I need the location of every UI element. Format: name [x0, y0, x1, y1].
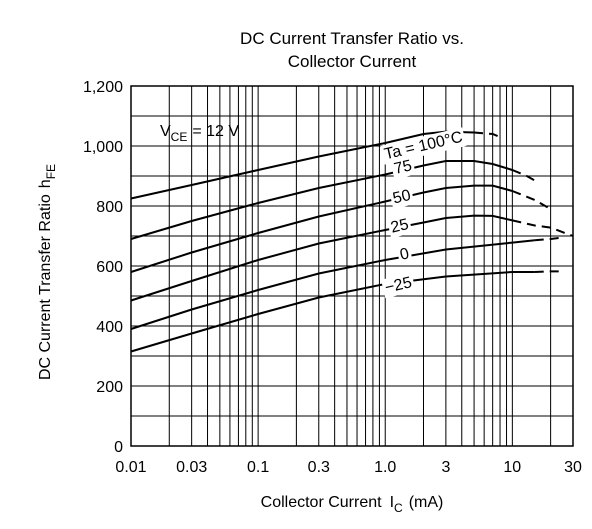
- x-tick-label-4: 1.0: [374, 459, 396, 476]
- y-tick-labels: 0 200 400 600 800 1,000 1,200: [83, 79, 123, 456]
- series-line-3: [130, 214, 513, 302]
- x-axis-symbol: I: [390, 494, 394, 511]
- curve-label-text-5: −25: [383, 274, 413, 297]
- y-axis-symbol: h: [37, 179, 54, 188]
- series-line-dashed-5: [534, 270, 563, 273]
- series-line-2: [130, 184, 513, 273]
- series-line-dashed-4: [534, 236, 564, 242]
- plot-frame: [130, 85, 574, 447]
- curve-label-2: 50: [389, 185, 415, 210]
- y-axis-subscript: FE: [44, 164, 58, 179]
- y-tick-label-2: 400: [96, 319, 123, 336]
- x-tick-label-0: 0.01: [115, 459, 146, 476]
- curve-label-text-1: 75: [392, 157, 413, 178]
- curve-label-text-4: 0: [398, 245, 411, 264]
- curve-label-4: 0: [396, 243, 414, 266]
- series-line-dashed-2: [511, 190, 552, 210]
- x-axis-label: Collector Current IC (mA): [261, 494, 444, 515]
- curve-label-bg-0: [380, 127, 467, 165]
- x-tick-label-1: 0.03: [176, 459, 207, 476]
- chart-title-line1: DC Current Transfer Ratio vs.: [240, 29, 464, 48]
- vce-value: = 12 V: [192, 123, 239, 140]
- curve-label-3: 25: [386, 214, 413, 239]
- series-line-dashed-3: [512, 219, 574, 237]
- curve-label-bg-2: [389, 185, 415, 210]
- series-line-dashed-1: [511, 169, 536, 182]
- x-tick-label-5: 3: [441, 459, 450, 476]
- y-axis-label: DC Current Transfer Ratio hFE: [37, 164, 58, 380]
- y-axis-label-text: DC Current Transfer Ratio: [37, 194, 54, 380]
- y-tick-label-3: 600: [96, 259, 123, 276]
- y-tick-label-0: 0: [114, 439, 123, 456]
- series-line-4: [130, 239, 535, 330]
- curve-label-5: −25: [381, 272, 416, 299]
- y-tick-label-4: 800: [96, 199, 123, 216]
- curve-label-bg-5: [381, 272, 416, 299]
- vce-symbol: V: [160, 123, 171, 140]
- y-tick-label-1: 200: [96, 379, 123, 396]
- curve-label-text-3: 25: [389, 216, 410, 237]
- x-tick-labels: 0.01 0.03 0.1 0.3 1.0 3 10 30: [115, 459, 582, 476]
- x-tick-label-2: 0.1: [247, 459, 269, 476]
- series-line-5: [130, 271, 535, 353]
- curve-label-bg-3: [386, 214, 413, 239]
- x-tick-label-6: 10: [503, 459, 521, 476]
- x-axis-subscript: C: [394, 501, 403, 515]
- curve-label-1: 75: [390, 155, 416, 180]
- y-tick-label-6: 1,200: [83, 79, 123, 96]
- curve-label-bg-4: [396, 243, 414, 266]
- x-axis-unit: (mA): [409, 494, 444, 511]
- vce-condition-label: VCE = 12 V: [160, 123, 239, 144]
- vce-subscript: CE: [171, 130, 188, 144]
- series-line-dashed-0: [473, 131, 501, 138]
- curve-label-text-2: 50: [391, 187, 412, 208]
- x-tick-label-7: 30: [564, 459, 582, 476]
- series-line-1: [130, 160, 513, 240]
- y-tick-label-5: 1,000: [83, 139, 123, 156]
- curve-label-bg-1: [390, 155, 416, 180]
- x-tick-label-3: 0.3: [308, 459, 330, 476]
- x-axis-label-text: Collector Current: [261, 494, 382, 511]
- chart-title-line2: Collector Current: [288, 52, 417, 71]
